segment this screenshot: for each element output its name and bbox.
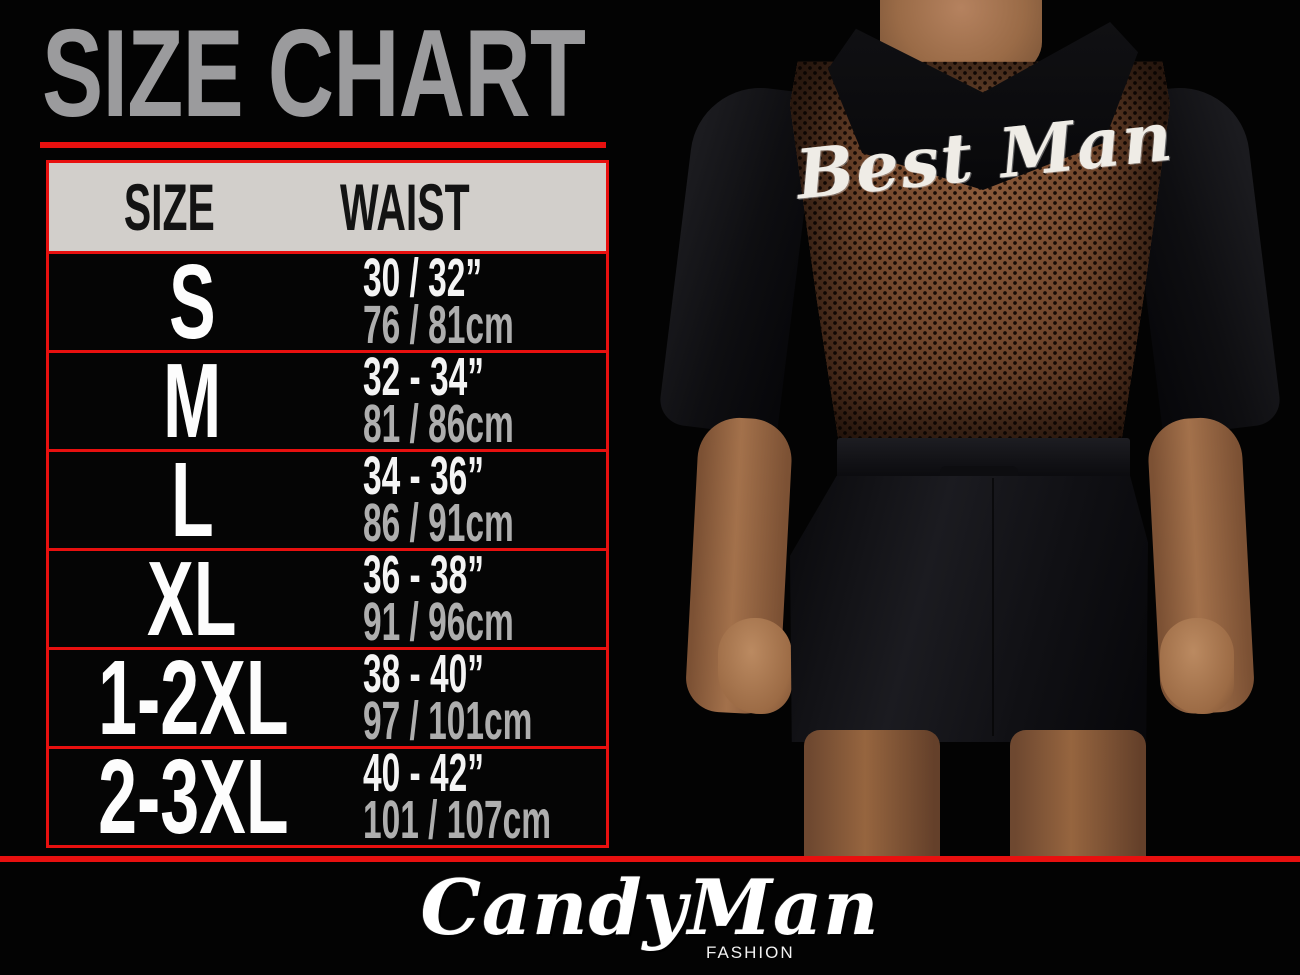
- table-header-row: SIZE WAIST: [49, 163, 606, 251]
- model-leg-right: [1010, 730, 1146, 858]
- table-row: 1-2XL 38 - 40” 97 / 101cm: [49, 639, 606, 757]
- waist-inches: 38 - 40”: [363, 644, 484, 704]
- waist-cm: 91 / 96cm: [363, 592, 514, 652]
- waist-cell: 36 - 38” 91 / 96cm: [335, 545, 606, 652]
- table-row: M 32 - 34” 81 / 86cm: [49, 342, 606, 460]
- size-table: SIZE WAIST S 30 / 32” 76 / 81cm M 32 - 3…: [46, 160, 609, 856]
- waist-cm: 101 / 107cm: [363, 790, 552, 850]
- waist-cell: 40 - 42” 101 / 107cm: [335, 743, 666, 850]
- title-underline: [40, 142, 606, 148]
- waist-inches: 34 - 36”: [363, 446, 484, 506]
- size-cell: XL: [49, 540, 335, 658]
- size-value: 2-3XL: [98, 738, 289, 856]
- size-value: L: [170, 441, 214, 559]
- model-photo: Best Man: [640, 0, 1300, 858]
- robe-skirt: [790, 476, 1148, 742]
- waist-cm: 86 / 91cm: [363, 493, 514, 553]
- waist-cell: 34 - 36” 86 / 91cm: [335, 446, 606, 553]
- page-title: SIZE CHART: [42, 5, 586, 143]
- table-row: L 34 - 36” 86 / 91cm: [49, 441, 606, 559]
- table-row: S 30 / 32” 76 / 81cm: [49, 243, 606, 361]
- header-size: SIZE: [49, 169, 289, 245]
- footer-divider-line: [0, 856, 1300, 862]
- table-row: 2-3XL 40 - 42” 101 / 107cm: [49, 738, 606, 856]
- waist-inches: 40 - 42”: [363, 743, 484, 803]
- brand-logo-sub: FASHION: [706, 943, 795, 962]
- size-cell: S: [49, 243, 335, 361]
- model-leg-left: [804, 730, 940, 858]
- waist-cell: 32 - 34” 81 / 86cm: [335, 347, 606, 454]
- size-value: XL: [147, 540, 237, 658]
- waist-inches: 32 - 34”: [363, 347, 484, 407]
- waist-cm: 76 / 81cm: [363, 295, 514, 355]
- size-cell: 2-3XL: [49, 738, 335, 856]
- size-cell: 1-2XL: [49, 639, 335, 757]
- header-waist: WAIST: [289, 169, 606, 245]
- waist-inches: 30 / 32”: [363, 248, 483, 308]
- model-hand-right: [1160, 618, 1234, 714]
- waist-inches: 36 - 38”: [363, 545, 484, 605]
- header-waist-label: WAIST: [340, 170, 470, 244]
- waist-cm: 97 / 101cm: [363, 691, 533, 751]
- brand-logo: CandyMan: [420, 863, 880, 952]
- size-value: M: [162, 342, 222, 460]
- model-hand-left: [718, 618, 792, 714]
- waist-cell: 38 - 40” 97 / 101cm: [335, 644, 636, 751]
- size-value: S: [168, 243, 216, 361]
- size-value: 1-2XL: [98, 639, 289, 757]
- size-cell: M: [49, 342, 335, 460]
- robe-skirt-seam: [992, 478, 994, 736]
- waist-cm: 81 / 86cm: [363, 394, 514, 454]
- table-row: XL 36 - 38” 91 / 96cm: [49, 540, 606, 658]
- waist-cell: 30 / 32” 76 / 81cm: [335, 248, 606, 355]
- header-size-label: SIZE: [123, 170, 215, 244]
- size-cell: L: [49, 441, 335, 559]
